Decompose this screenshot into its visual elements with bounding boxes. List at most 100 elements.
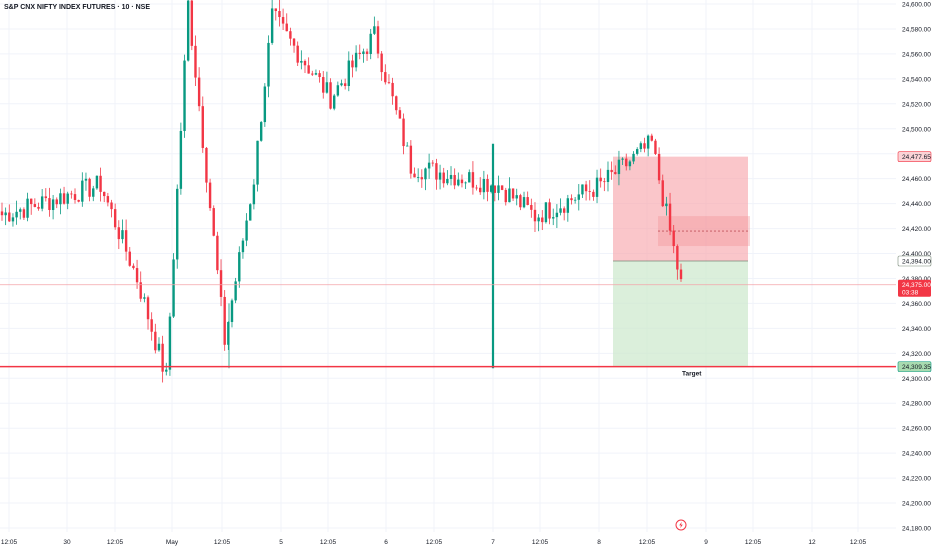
symbol-title[interactable]: S&P CNX NIFTY INDEX FUTURES · 10 · NSE [4, 4, 150, 11]
candle-body [391, 82, 394, 97]
candle-body [26, 198, 29, 218]
candle-body [340, 83, 343, 86]
candle-body [70, 193, 73, 195]
svg-text:24,394.00: 24,394.00 [902, 258, 931, 265]
candle-body [424, 168, 427, 180]
candle-body [307, 65, 310, 74]
candle-body [88, 178, 91, 197]
candle-body [139, 282, 142, 299]
candle-body [22, 209, 26, 218]
candle-body [588, 191, 591, 193]
candle-body [376, 26, 380, 54]
candle-body [113, 209, 117, 228]
time-axis-label: 12:05 [850, 539, 867, 546]
time-axis-label: 12:05 [107, 539, 124, 546]
time-axis-label: 12:05 [639, 539, 656, 546]
price-axis-label: 24,300.00 [902, 376, 931, 383]
candle-body [172, 259, 175, 317]
candle-body [33, 204, 37, 207]
candle-body [62, 193, 66, 204]
candle-body [267, 42, 270, 87]
svg-text:03:38: 03:38 [902, 290, 919, 297]
candle-body [314, 73, 318, 75]
time-axis[interactable]: 12:05 30 12:05 May 12:05 5 12:05 6 12:05 7 12:05 8 1… [0, 532, 932, 550]
candle-body [95, 175, 99, 189]
candle-body [124, 230, 128, 252]
target-price-tag[interactable]: 24,309.35 [897, 361, 931, 372]
price-axis-label: 24,240.00 [902, 451, 931, 458]
candle-body [672, 230, 675, 247]
candle-body [603, 181, 606, 183]
candle-body [194, 45, 197, 78]
candle-body [322, 77, 325, 93]
candle-body [197, 77, 201, 107]
price-axis-label: 24,340.00 [902, 326, 931, 333]
candle-body [460, 179, 464, 184]
candle-body [387, 82, 391, 84]
candle-body [55, 199, 58, 205]
candle-body [380, 53, 383, 73]
candle-body [442, 172, 445, 184]
long-short-position-tool[interactable] [613, 156, 750, 367]
candle-body [0, 211, 4, 216]
candle-body [617, 159, 621, 175]
candle-body [311, 73, 314, 75]
candle-body [263, 86, 267, 123]
candle-body [208, 182, 212, 209]
time-axis-label: May [166, 539, 179, 546]
lightning-icon[interactable] [675, 519, 687, 531]
stop-loss-zone[interactable] [613, 156, 748, 262]
candles [0, 0, 683, 383]
candle-body [285, 23, 288, 32]
candle-body [296, 45, 299, 63]
candle-body [635, 149, 639, 154]
candle-body [168, 316, 172, 370]
candle-body [347, 60, 351, 86]
candle-body [154, 331, 157, 351]
candle-body [573, 199, 577, 201]
price-axis[interactable]: 24,600.00 24,580.00 24,560.00 24,540.00 24,5… [896, 0, 932, 533]
time-axis-label: 5 [279, 539, 283, 546]
candle-body [157, 343, 161, 351]
candle-body [212, 208, 215, 236]
candle-body [205, 147, 208, 183]
svg-text:24,375.00: 24,375.00 [902, 282, 931, 289]
stop-price-tag[interactable]: 24,477.65 [897, 151, 931, 162]
candle-body [219, 270, 223, 297]
candle-body [581, 184, 584, 195]
candle-body [416, 177, 420, 178]
price-axis-label: 24,260.00 [902, 426, 931, 433]
candle-body [577, 194, 580, 200]
candle-body [464, 182, 467, 184]
price-axis-label: 24,180.00 [902, 526, 931, 533]
candle-body [223, 296, 226, 345]
candle-body [186, 0, 190, 61]
candle-body [402, 118, 405, 147]
candle-body [606, 169, 610, 182]
price-axis-label: 24,520.00 [902, 101, 931, 108]
candle-body [668, 203, 672, 231]
price-axis-label: 24,420.00 [902, 226, 931, 233]
candle-body [584, 184, 588, 192]
price-axis-label: 24,560.00 [902, 51, 931, 58]
candle-body [259, 122, 263, 141]
entry-price-tag[interactable]: 24,394.00 [897, 255, 931, 267]
candle-body [300, 60, 303, 63]
candle-body [479, 187, 482, 193]
candle-body [256, 140, 259, 185]
candle-body [420, 177, 424, 180]
candle-body [121, 230, 124, 240]
candle-body [362, 51, 365, 55]
candle-body [548, 202, 551, 219]
candle-body [44, 196, 48, 199]
candle-body [99, 175, 102, 192]
candle-body [665, 203, 668, 207]
candle-body [654, 140, 657, 154]
candle-body [562, 208, 566, 213]
candle-body [270, 8, 274, 43]
candle-body [59, 193, 62, 205]
price-axis-label: 24,200.00 [902, 501, 931, 508]
